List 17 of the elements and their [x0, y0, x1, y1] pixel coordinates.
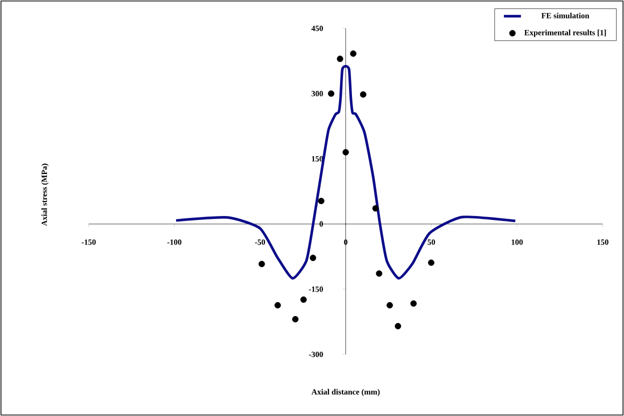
point	[410, 300, 417, 307]
point	[258, 260, 265, 268]
point	[300, 296, 307, 303]
point	[394, 322, 402, 330]
point	[428, 259, 434, 266]
point	[336, 56, 344, 62]
point	[328, 90, 334, 97]
point	[350, 50, 356, 57]
point	[310, 254, 316, 262]
point	[292, 316, 299, 322]
point	[318, 198, 324, 204]
point	[360, 91, 366, 98]
point	[274, 302, 281, 308]
point	[342, 149, 349, 156]
point	[372, 205, 379, 212]
point	[386, 302, 393, 308]
point	[376, 270, 382, 277]
